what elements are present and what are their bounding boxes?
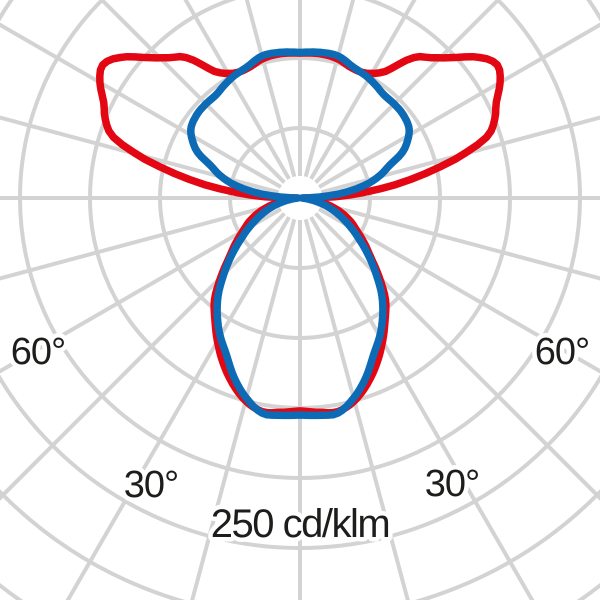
scale-label: 250 cd/klm [211,502,389,546]
polar-grid-spoke [318,22,600,189]
polar-grid-spoke [320,201,600,281]
polar-grid-spoke [320,115,600,195]
polar-grid-spoke [309,0,417,180]
polar-grid-spoke [0,207,282,374]
angle-label-30-left: 30° [124,464,178,506]
polar-grid-spoke [99,0,286,184]
polar-grid-spoke [190,218,297,600]
polar-grid-spoke [303,0,356,178]
polar-grid-spoke [309,216,535,600]
polar-grid-spoke [183,0,291,180]
polar-grid-spoke [0,22,282,189]
polar-grid-spoke [314,0,501,184]
polar-grid-spoke [0,115,280,195]
angle-label-60-left: 60° [11,331,65,373]
angle-label-30-right: 30° [425,463,479,505]
angle-label-60-right: 60° [535,331,589,373]
polar-grid-spoke [0,201,280,281]
polar-grid-spoke [244,0,297,178]
intensity-curves [96,48,504,420]
polar-grid-spoke [318,207,600,374]
chart-labels: 60° 60° 30° 30° 250 cd/klm [6,327,594,551]
curve-plane-C90-C270 [187,48,413,420]
polar-grid-spoke [303,218,410,600]
curve-plane-C0-C180 [96,49,504,417]
polar-grid-spoke [65,216,291,600]
